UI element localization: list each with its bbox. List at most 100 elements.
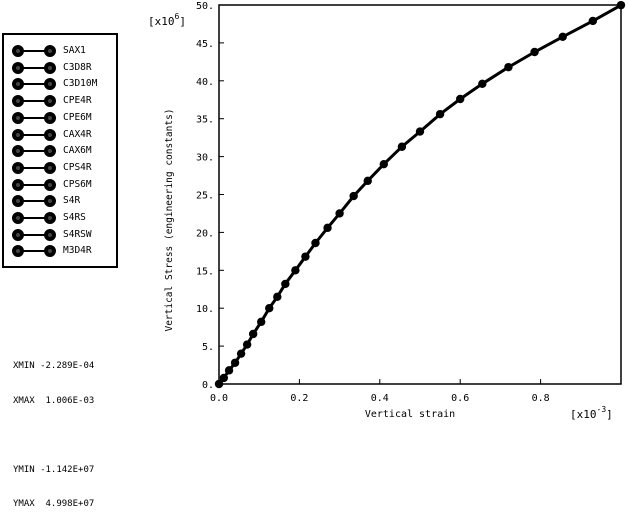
legend-entry: SAX1 — [4, 43, 116, 59]
data-point — [323, 223, 332, 233]
legend-entry: C3D10M — [4, 76, 116, 92]
series-line — [217, 3, 622, 385]
legend-marker — [44, 78, 56, 91]
x-tick-label: 0.4 — [371, 393, 389, 404]
data-point — [379, 159, 389, 169]
y-tick-label: 50. — [196, 1, 214, 12]
data-point — [616, 0, 626, 10]
y-tick-label: 25. — [196, 191, 214, 202]
data-point — [219, 373, 229, 383]
data-point — [435, 109, 445, 119]
legend-marker — [44, 145, 56, 158]
ymin-stat: YMIN -1.142E+07 — [13, 464, 95, 475]
legend-marker — [12, 245, 24, 258]
xmin-stat: XMIN -2.289E-04 — [13, 361, 95, 371]
legend-entry: CAX6M — [4, 143, 116, 159]
data-point — [363, 176, 372, 186]
legend-line — [17, 250, 51, 253]
data-point — [478, 79, 487, 89]
data-point — [257, 317, 266, 327]
legend-label: CPE4R — [63, 95, 92, 107]
legend-line — [17, 200, 51, 203]
legend-line — [17, 217, 51, 219]
data-point — [224, 366, 234, 375]
legend-marker — [44, 161, 56, 174]
series-group — [214, 0, 626, 389]
legend-entry: CPS4R — [4, 160, 116, 176]
y-multiplier-label: [x106] — [148, 12, 186, 28]
data-point — [558, 32, 567, 42]
legend-line — [17, 183, 51, 186]
data-point — [273, 292, 282, 302]
ymax-stat: YMAX 4.998E+07 — [13, 499, 95, 509]
data-point — [236, 349, 246, 358]
x-multiplier-label: [x10-3] — [570, 405, 613, 421]
plot-frame — [218, 4, 622, 385]
x-tick-label: 0.8 — [532, 393, 550, 404]
data-point — [214, 379, 224, 389]
legend-entry: CPE4R — [4, 93, 116, 109]
data-point — [456, 94, 465, 104]
legend-entry: C3D8R — [4, 60, 116, 76]
legend-line — [17, 50, 51, 52]
legend-marker — [44, 61, 56, 74]
legend-marker — [12, 178, 24, 191]
legend-marker — [44, 95, 56, 108]
y-tick-label: 30. — [196, 153, 214, 164]
legend-entry: S4R — [4, 193, 116, 209]
data-point — [248, 329, 258, 339]
legend-line — [17, 116, 51, 119]
y-tick-label: 10. — [196, 304, 214, 315]
legend-marker — [44, 45, 56, 57]
legend-marker — [12, 212, 24, 224]
data-point — [349, 191, 358, 201]
data-point — [311, 238, 320, 248]
y-tick-label: 20. — [196, 228, 214, 239]
legend-label: S4R — [63, 195, 81, 207]
legend-line — [17, 66, 51, 69]
data-point — [504, 62, 513, 72]
legend-entry: S4RS — [4, 210, 116, 226]
y-tick-label: 35. — [196, 115, 214, 126]
plot-area: 0.0 0.2 0.4 0.6 0.8 0. 5. 10. 15. 20. 25. 30. 35. 40… — [148, 0, 626, 421]
y-tick-label: 45. — [196, 39, 214, 50]
legend-entry: CPE6M — [4, 110, 116, 126]
x-tick-label: 0.2 — [290, 393, 308, 404]
x-tick-label: 0.6 — [451, 393, 469, 404]
data-point — [415, 127, 425, 136]
legend-marker — [44, 212, 56, 224]
data-point — [588, 16, 598, 26]
legend-marker — [44, 228, 56, 241]
y-tick-label: 0. — [202, 380, 214, 391]
data-point — [265, 304, 274, 313]
legend-label: C3D8R — [63, 61, 92, 73]
x-axis-label: Vertical strain — [365, 409, 455, 420]
legend-entry: CPS6M — [4, 177, 116, 193]
legend-line — [17, 166, 51, 169]
legend-line — [17, 150, 51, 153]
x-axis-ticks: 0.0 0.2 0.4 0.6 0.8 — [210, 379, 550, 404]
legend-marker — [12, 145, 24, 158]
y-tick-label: 40. — [196, 77, 214, 88]
axis-stats: XMIN -2.289E-04 XMAX 1.006E-03 YMIN -1.1… — [13, 338, 94, 522]
legend-entry: S4RSW — [4, 227, 116, 243]
y-tick-label: 5. — [202, 342, 214, 353]
legend-label: S4RS — [63, 212, 86, 223]
x-tick-label: 0.0 — [210, 393, 228, 404]
legend-entry: CAX4R — [4, 127, 116, 143]
legend-marker — [12, 45, 24, 57]
legend-label: S4RSW — [63, 228, 92, 240]
legend-marker — [12, 95, 24, 108]
legend-marker — [44, 178, 56, 191]
data-point — [230, 358, 240, 367]
xmax-stat: XMAX 1.006E-03 — [13, 395, 95, 406]
data-point — [530, 47, 539, 57]
legend-marker — [12, 78, 24, 91]
legend-marker — [44, 245, 56, 258]
legend-line — [17, 83, 51, 86]
legend-label: CPE6M — [63, 111, 92, 123]
legend-label: CPS6M — [63, 178, 92, 190]
y-axis-ticks: 0. 5. 10. 15. 20. 25. 30. 35. 40. 45. 50. — [196, 1, 224, 391]
data-point — [242, 340, 252, 349]
legend-marker — [44, 128, 56, 141]
